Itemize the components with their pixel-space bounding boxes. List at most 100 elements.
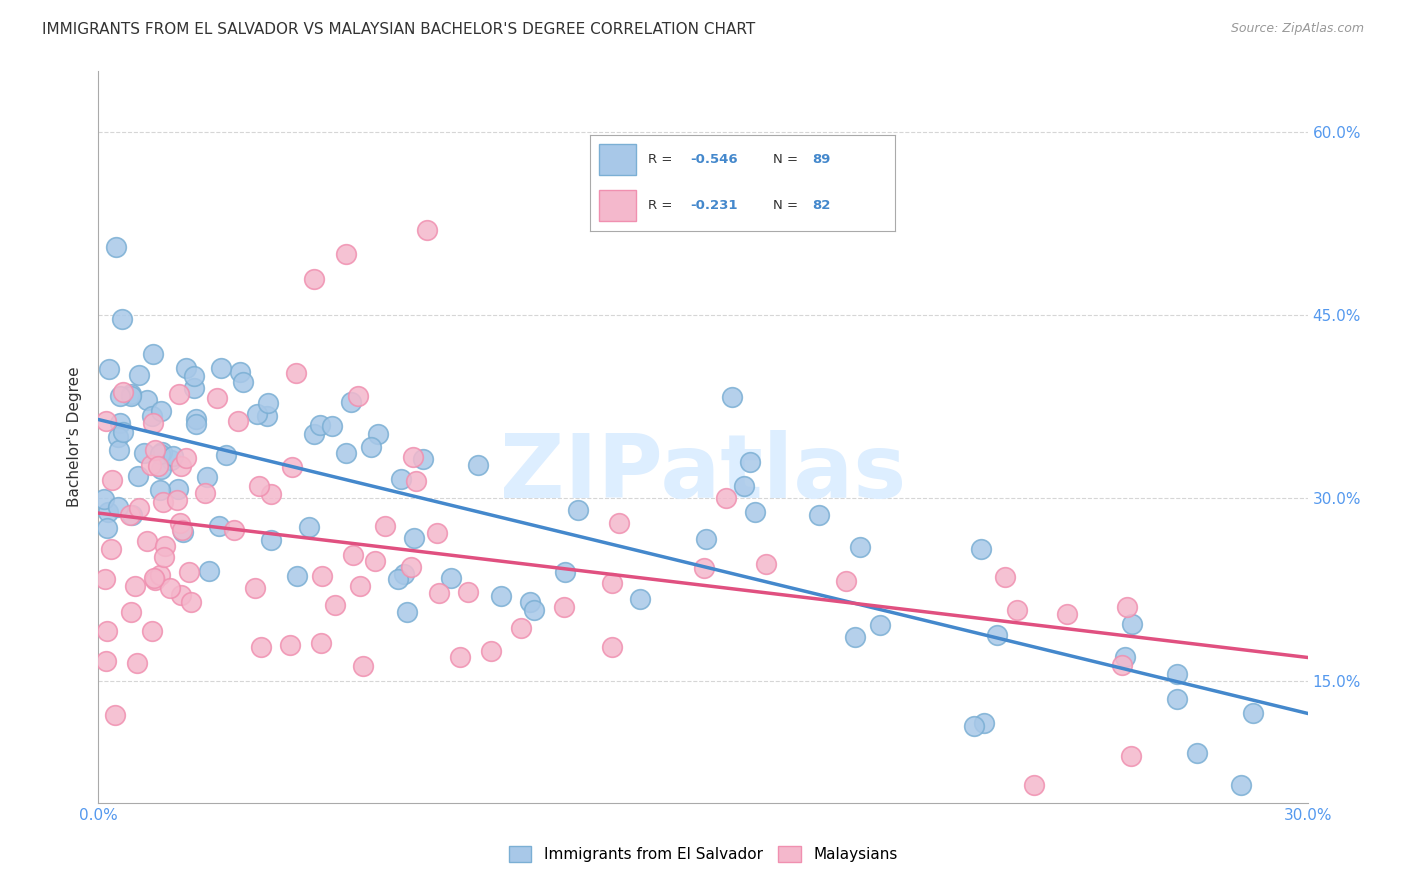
Point <box>1114 650 1136 665</box>
Point <box>128 368 150 382</box>
Point <box>97 361 120 376</box>
Point <box>1241 706 1264 721</box>
Point <box>509 621 531 635</box>
Point <box>278 638 301 652</box>
Point <box>342 549 364 563</box>
Text: N =: N = <box>773 153 803 166</box>
Point <box>143 443 166 458</box>
Point <box>973 715 995 730</box>
Point <box>167 482 190 496</box>
Point <box>693 561 716 575</box>
Point <box>1056 607 1078 622</box>
Point <box>346 389 368 403</box>
Point <box>148 458 170 473</box>
Point <box>869 617 891 632</box>
Point <box>195 470 218 484</box>
Point <box>1005 602 1028 616</box>
Point <box>93 492 115 507</box>
Point <box>340 395 363 409</box>
Point <box>323 598 346 612</box>
Point <box>1119 748 1142 763</box>
Point <box>155 539 177 553</box>
Point <box>844 630 866 644</box>
Point <box>349 579 371 593</box>
Point <box>124 578 146 592</box>
Point <box>309 417 332 432</box>
Point <box>170 523 193 537</box>
Point <box>389 472 412 486</box>
Point <box>755 558 778 572</box>
Point <box>1166 691 1188 706</box>
Point <box>360 440 382 454</box>
Point <box>120 508 142 522</box>
Point <box>457 584 479 599</box>
Point <box>387 572 409 586</box>
Point <box>367 426 389 441</box>
Point <box>94 654 117 668</box>
Point <box>963 718 986 732</box>
Point <box>600 640 623 655</box>
Point <box>695 532 717 546</box>
Point <box>172 525 194 540</box>
Text: ZIPatlas: ZIPatlas <box>501 430 905 517</box>
Point <box>467 458 489 472</box>
Point <box>184 417 207 431</box>
Point <box>554 565 576 579</box>
Point <box>415 223 437 237</box>
Point <box>1185 747 1208 761</box>
Point <box>970 542 993 557</box>
Text: 89: 89 <box>813 153 831 166</box>
Y-axis label: Bachelor's Degree: Bachelor's Degree <box>67 367 83 508</box>
Text: R =: R = <box>648 199 681 212</box>
Point <box>150 444 173 458</box>
Point <box>100 542 122 557</box>
Point <box>807 508 830 522</box>
Point <box>177 565 200 579</box>
Point <box>298 520 321 534</box>
Point <box>112 385 135 400</box>
Point <box>489 590 512 604</box>
Point <box>399 559 422 574</box>
Point <box>1115 600 1137 615</box>
Point <box>392 566 415 581</box>
Point <box>986 628 1008 642</box>
Point <box>194 486 217 500</box>
Text: N =: N = <box>773 199 803 212</box>
Legend: Immigrants from El Salvador, Malaysians: Immigrants from El Salvador, Malaysians <box>502 840 904 868</box>
Point <box>304 427 326 442</box>
Point <box>97 505 120 519</box>
Point <box>96 624 118 639</box>
Point <box>149 447 172 461</box>
Point <box>107 430 129 444</box>
Point <box>169 386 191 401</box>
Point <box>134 445 156 459</box>
Point <box>335 445 357 459</box>
Point <box>449 649 471 664</box>
Point <box>335 247 357 261</box>
Point <box>100 473 122 487</box>
Point <box>607 516 630 530</box>
Point <box>226 414 249 428</box>
Point <box>142 347 165 361</box>
Point <box>142 416 165 430</box>
Point <box>373 519 395 533</box>
Point <box>523 602 546 616</box>
Point <box>352 659 374 673</box>
Point <box>721 390 744 404</box>
Point <box>243 581 266 595</box>
Point <box>94 572 117 586</box>
Point <box>128 501 150 516</box>
Point <box>302 271 325 285</box>
Point <box>143 574 166 588</box>
Point <box>309 636 332 650</box>
Point <box>285 366 308 380</box>
Point <box>162 449 184 463</box>
Point <box>285 569 308 583</box>
Point <box>111 312 134 326</box>
Point <box>142 571 165 585</box>
Point <box>170 588 193 602</box>
Point <box>183 381 205 395</box>
Point <box>108 389 131 403</box>
Point <box>567 502 589 516</box>
Point <box>1022 778 1045 792</box>
